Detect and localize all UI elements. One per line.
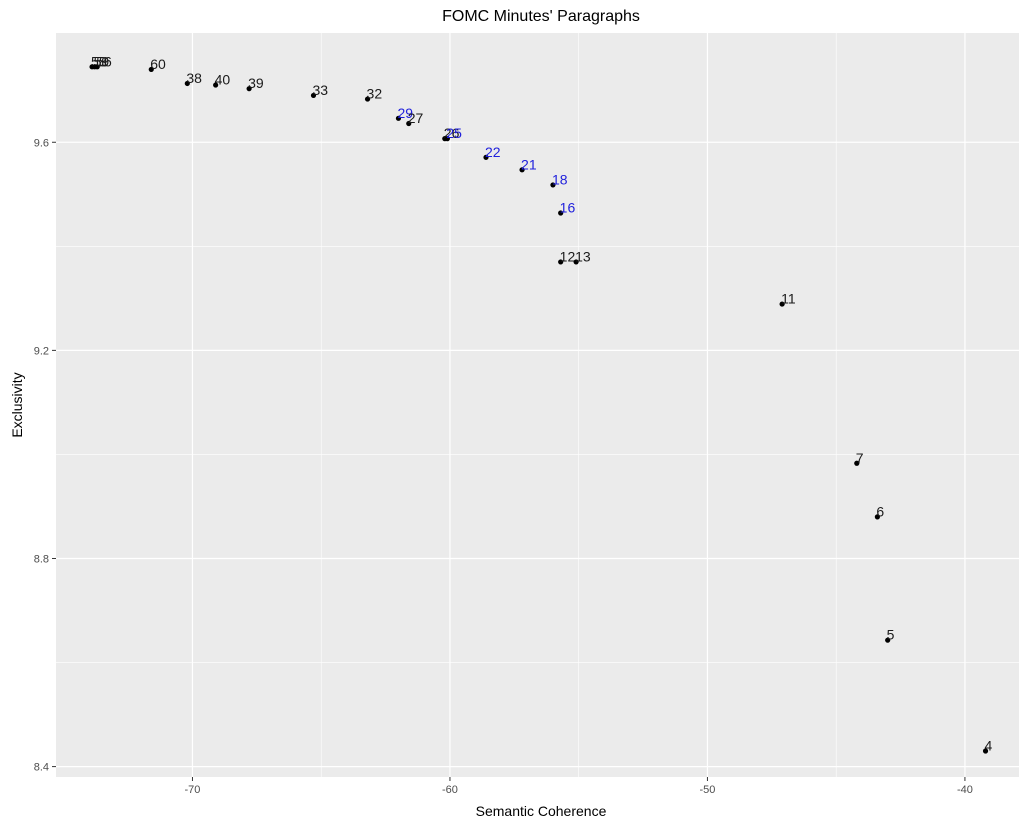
x-tick-label: -70 bbox=[185, 784, 201, 796]
data-point-label: 32 bbox=[367, 86, 383, 102]
x-tick-label: -40 bbox=[957, 784, 973, 796]
data-point bbox=[444, 136, 450, 142]
data-point-label: 6 bbox=[876, 503, 884, 519]
x-axis-ticks: -70 -60 -50 -40 bbox=[185, 777, 973, 796]
x-axis-title: Semantic Coherence bbox=[476, 803, 607, 819]
y-tick-label: 8.8 bbox=[34, 553, 49, 565]
data-point-label: 13 bbox=[575, 248, 591, 264]
x-tick-label: -50 bbox=[699, 784, 715, 796]
data-point bbox=[483, 154, 489, 160]
y-axis-ticks: 8.4 8.8 9.2 9.6 bbox=[34, 137, 56, 774]
data-point-label: 25 bbox=[446, 125, 462, 141]
data-point bbox=[558, 210, 564, 216]
data-point bbox=[94, 64, 100, 70]
gridlines bbox=[56, 33, 1019, 777]
data-point-label: 16 bbox=[560, 200, 576, 216]
data-point bbox=[406, 120, 412, 127]
data-point bbox=[184, 80, 190, 87]
y-tick-label: 9.2 bbox=[34, 345, 49, 357]
data-point-label: 56 bbox=[96, 53, 112, 69]
data-point-label: 12 bbox=[560, 248, 576, 264]
data-point bbox=[885, 637, 891, 643]
data-point bbox=[310, 92, 317, 99]
data-point bbox=[395, 115, 402, 121]
data-point bbox=[573, 259, 579, 265]
data-point-label: 11 bbox=[781, 291, 796, 307]
data-point bbox=[550, 182, 556, 188]
data-point-label: 7 bbox=[856, 450, 864, 466]
data-point-label: 27 bbox=[408, 110, 424, 126]
y-tick-label: 8.4 bbox=[34, 762, 49, 774]
data-point-label: 33 bbox=[312, 82, 328, 98]
data-point bbox=[519, 167, 525, 173]
plot-panel bbox=[56, 33, 1019, 777]
data-point bbox=[246, 86, 252, 92]
data-point bbox=[364, 96, 371, 102]
data-point bbox=[779, 301, 785, 307]
y-tick-label: 9.6 bbox=[34, 137, 49, 149]
data-point-label: 39 bbox=[248, 75, 264, 91]
data-point-label: 40 bbox=[215, 72, 231, 88]
data-point-label: 21 bbox=[521, 156, 537, 172]
data-point bbox=[874, 514, 880, 520]
data-point-label: 60 bbox=[150, 56, 166, 72]
data-point bbox=[854, 460, 860, 466]
data-point bbox=[982, 748, 989, 754]
data-point-label: 18 bbox=[552, 171, 568, 187]
data-point bbox=[213, 82, 219, 88]
data-point-label: 29 bbox=[397, 105, 413, 121]
data-point-label: 22 bbox=[485, 144, 501, 160]
data-point-label: 38 bbox=[186, 70, 202, 86]
y-axis-title: Exclusivity bbox=[9, 372, 25, 437]
data-point-label: 4 bbox=[985, 737, 993, 753]
data-point bbox=[148, 66, 154, 73]
x-tick-label: -60 bbox=[442, 784, 458, 796]
data-point bbox=[558, 259, 564, 265]
chart-title: FOMC Minutes' Paragraphs bbox=[442, 8, 640, 25]
data-point-label: 5 bbox=[887, 627, 895, 643]
